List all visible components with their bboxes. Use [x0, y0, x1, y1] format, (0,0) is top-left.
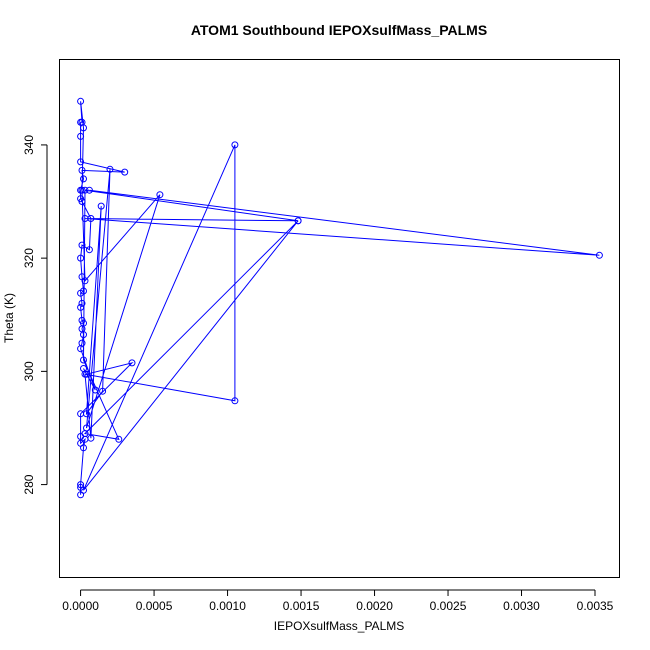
y-tick-label: 280 — [22, 474, 36, 494]
data-point — [231, 397, 239, 405]
data-point — [121, 168, 129, 176]
x-tick-label: 0.0010 — [209, 599, 246, 613]
x-tick-label: 0.0015 — [283, 599, 320, 613]
data-point — [115, 435, 123, 443]
data-point — [87, 434, 95, 442]
data-point — [128, 359, 136, 367]
data-point — [80, 287, 87, 295]
data-point — [77, 97, 85, 105]
x-tick-label: 0.0005 — [136, 599, 173, 613]
series-line — [80, 101, 600, 495]
data-point — [294, 217, 302, 225]
data-point — [78, 166, 86, 174]
data-point — [78, 241, 86, 249]
x-axis: 0.0000 0.0005 0.0010 0.0015 0.0020 0.0025 0.00… — [62, 589, 614, 613]
y-tick-label: 300 — [22, 361, 36, 381]
data-point — [81, 370, 89, 378]
data-point — [81, 215, 89, 222]
data-point — [77, 132, 85, 140]
data-point — [78, 339, 86, 347]
data-point — [156, 191, 164, 199]
y-axis: 280 300 320 340 — [22, 135, 48, 495]
x-axis-label: IEPOXsulfMass_PALMS — [274, 619, 405, 633]
data-point — [80, 486, 87, 494]
data-point — [80, 356, 87, 364]
data-point — [81, 277, 89, 285]
y-tick-label: 340 — [22, 135, 36, 155]
x-tick-label: 0.0035 — [577, 599, 614, 613]
plot-frame — [59, 59, 620, 578]
data-point — [77, 481, 85, 489]
data-point — [81, 430, 89, 438]
data-point — [77, 195, 85, 203]
data-point — [80, 124, 87, 132]
y-tick-label: 320 — [22, 248, 36, 268]
data-point — [83, 410, 90, 418]
data-point — [85, 246, 93, 254]
data-point — [80, 175, 87, 183]
data-point — [231, 141, 239, 149]
data-point — [77, 158, 85, 166]
data-point — [595, 251, 603, 259]
data-point — [81, 186, 89, 194]
data-point — [85, 186, 93, 194]
x-tick-label: 0.0020 — [356, 599, 393, 613]
data-point — [77, 439, 85, 447]
data-point — [77, 254, 85, 262]
data-point — [91, 386, 99, 394]
x-tick-label: 0.0030 — [503, 599, 540, 613]
x-tick-label: 0.0000 — [62, 599, 99, 613]
data-point — [78, 316, 86, 324]
y-axis-label: Theta (K) — [2, 293, 16, 343]
data-point — [78, 299, 86, 307]
x-tick-label: 0.0025 — [430, 599, 467, 613]
chart-title: ATOM1 Southbound IEPOXsulfMass_PALMS — [191, 22, 487, 38]
data-point — [78, 186, 86, 194]
data-point — [97, 202, 105, 210]
data-point — [77, 303, 85, 311]
data-point — [99, 387, 107, 395]
data-point — [106, 165, 114, 173]
series-layer — [77, 97, 603, 499]
